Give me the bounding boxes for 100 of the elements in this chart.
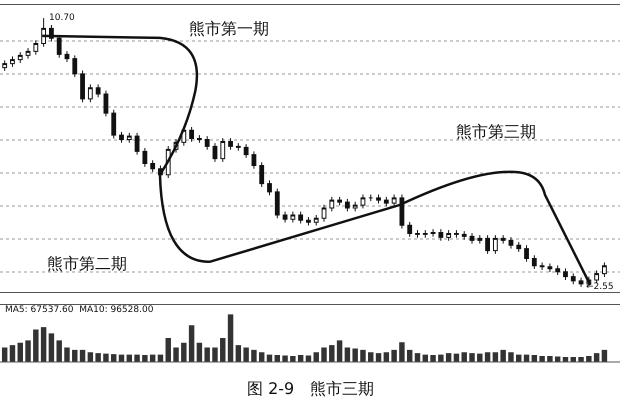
candlestick <box>415 230 420 238</box>
candlestick <box>470 232 474 244</box>
candlestick <box>126 132 132 144</box>
candlestick <box>500 234 506 244</box>
candlestick <box>532 254 537 270</box>
bar <box>258 352 264 362</box>
bar <box>368 352 374 362</box>
candlestick <box>337 196 342 206</box>
bar <box>64 348 70 362</box>
candlestick <box>64 50 70 62</box>
candlestick <box>540 262 545 271</box>
candlestick <box>360 194 366 209</box>
bar <box>103 354 109 362</box>
bar <box>578 356 584 362</box>
bar <box>80 350 86 362</box>
bar <box>166 338 171 362</box>
bar <box>352 348 358 362</box>
bar <box>118 354 124 362</box>
bar <box>547 356 553 362</box>
bar <box>282 356 288 362</box>
candlestick <box>306 216 311 226</box>
bar <box>110 354 116 362</box>
candlestick <box>555 264 560 276</box>
candlestick <box>228 138 233 150</box>
bar <box>602 350 608 362</box>
candlestick <box>259 162 264 188</box>
candlestick <box>594 270 600 284</box>
candlestick <box>26 48 30 60</box>
bar <box>228 314 234 362</box>
candlestick <box>392 194 397 207</box>
candlestick <box>212 142 218 162</box>
bar <box>212 348 218 362</box>
bar <box>399 342 405 362</box>
candlestick <box>430 228 436 238</box>
caption: 图 2-9 熊市三期 <box>247 379 374 398</box>
candlestick <box>119 131 124 144</box>
bar <box>25 340 31 362</box>
candlestick <box>104 90 108 117</box>
candlestick <box>446 230 452 242</box>
bar <box>72 350 78 362</box>
annotation: 熊市第二期 <box>47 254 127 273</box>
candlestick <box>508 236 514 250</box>
candlestick <box>384 196 389 207</box>
candlestick <box>290 211 296 224</box>
bar <box>220 338 226 362</box>
bar <box>56 340 62 362</box>
bar <box>251 350 257 362</box>
candlestick <box>578 277 584 288</box>
bar <box>406 350 412 362</box>
bar <box>196 342 202 362</box>
bar <box>88 352 94 362</box>
bar <box>508 352 514 362</box>
bar <box>438 354 444 362</box>
bar <box>586 356 592 362</box>
candlestick <box>602 262 607 278</box>
annotation: 熊市第一期 <box>189 19 269 38</box>
bar <box>126 354 132 362</box>
candlestick <box>492 234 498 254</box>
bar <box>391 350 397 362</box>
candlestick <box>18 52 23 64</box>
bar <box>384 352 390 362</box>
candlestick <box>134 132 140 156</box>
bar <box>290 356 296 362</box>
candlestick <box>454 230 459 238</box>
candlestick <box>298 211 304 224</box>
bar <box>321 348 327 362</box>
bar <box>329 345 335 362</box>
candlestick <box>524 244 529 262</box>
bar <box>134 354 140 362</box>
bar <box>158 354 164 362</box>
bar <box>150 354 156 362</box>
bar <box>336 340 342 362</box>
candlestick <box>352 201 358 212</box>
bar <box>516 354 522 362</box>
bar <box>376 353 382 362</box>
bar <box>40 327 46 362</box>
candlestick <box>462 230 467 240</box>
candlestick <box>220 138 226 162</box>
bar <box>48 333 54 362</box>
candlestick <box>88 84 93 103</box>
candlestick <box>570 272 576 285</box>
bar <box>10 345 16 362</box>
bar <box>188 325 194 362</box>
bar <box>461 352 467 362</box>
bar <box>360 350 366 362</box>
bar <box>539 356 545 362</box>
bar <box>243 348 249 362</box>
candlestick <box>96 84 101 98</box>
candlestick <box>72 54 78 78</box>
bar <box>306 356 312 362</box>
candlestick <box>563 268 568 280</box>
bar <box>454 354 460 362</box>
bar <box>95 353 101 362</box>
candlestick <box>33 40 38 56</box>
candlestick <box>142 148 148 168</box>
bar <box>594 353 600 362</box>
bar <box>469 353 475 362</box>
candlestick <box>244 144 249 158</box>
bar <box>18 342 23 362</box>
annotation: 熊市第三期 <box>456 122 536 141</box>
